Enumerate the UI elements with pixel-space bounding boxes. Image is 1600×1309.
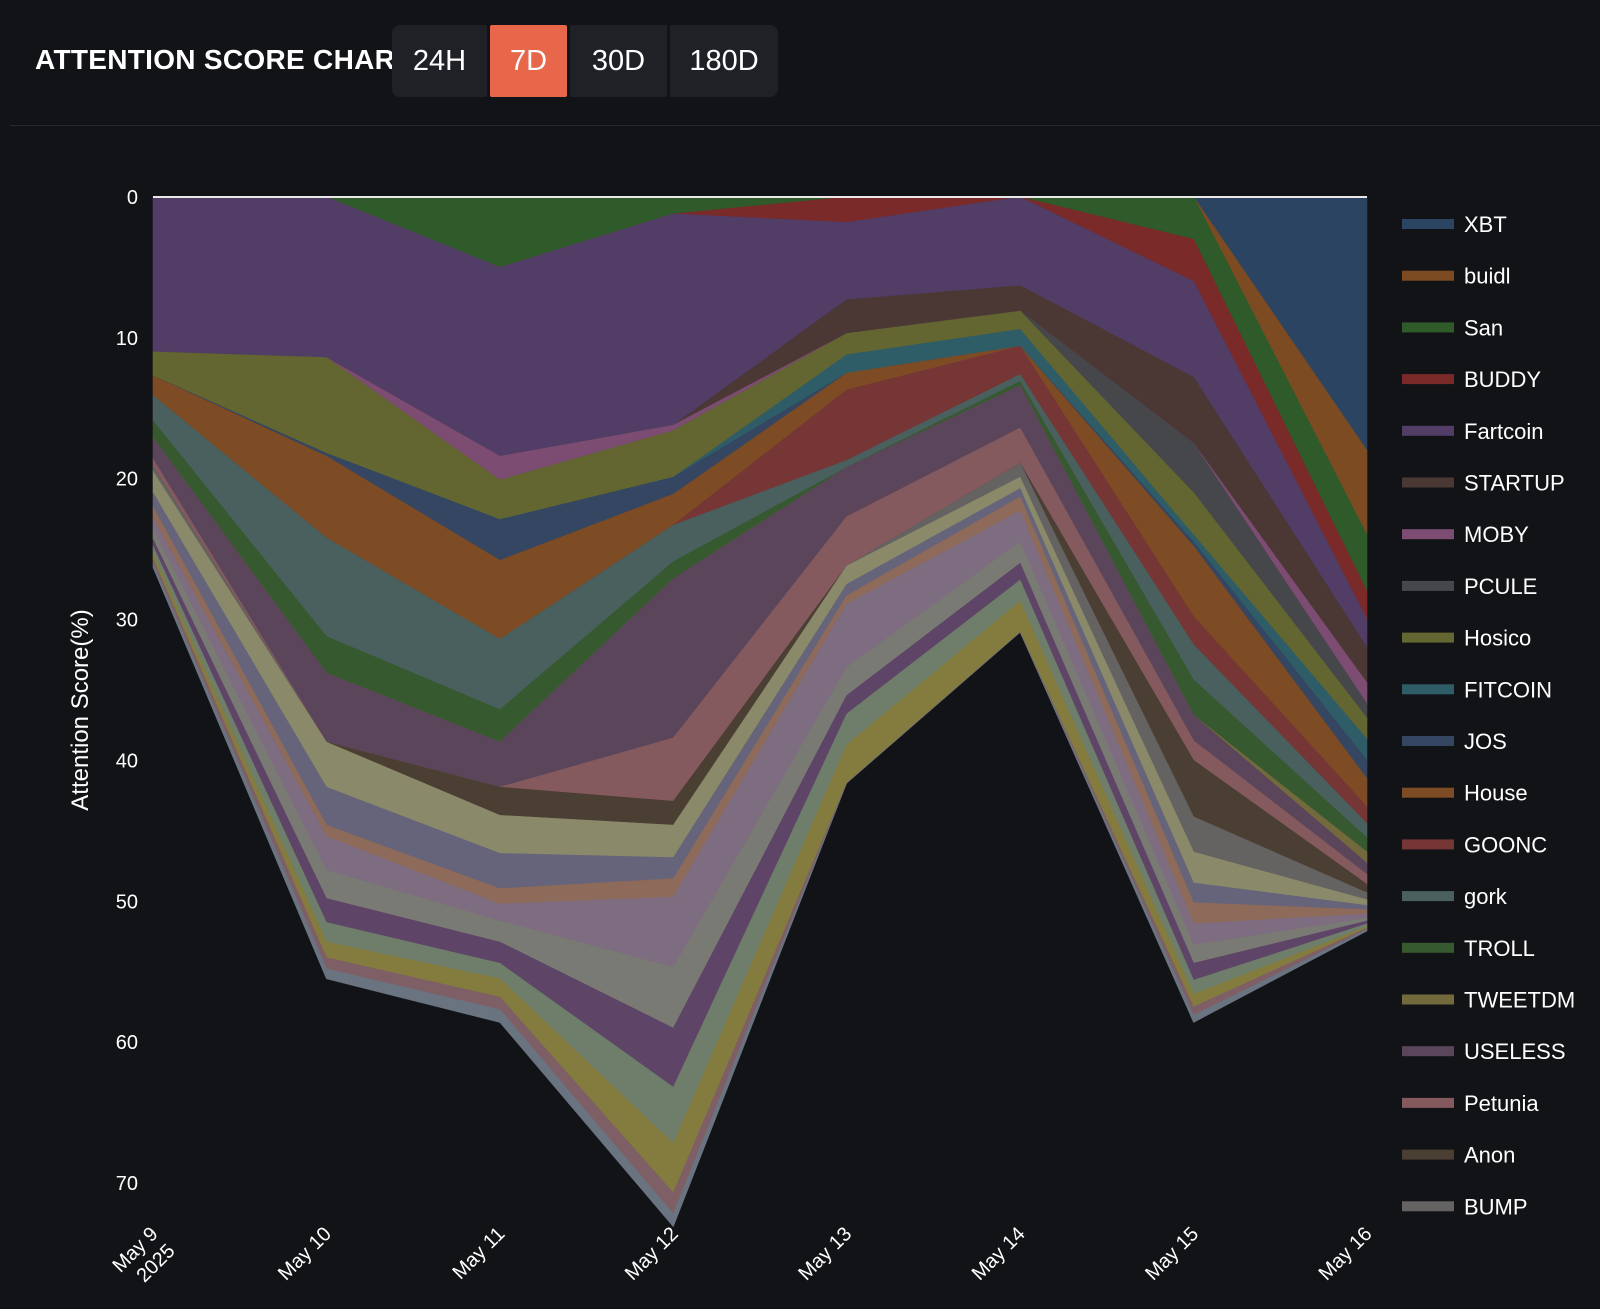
- x-tick-label: May 16: [1315, 1223, 1377, 1285]
- legend-swatch: [1402, 891, 1454, 902]
- x-tick-label: May 13: [794, 1223, 856, 1285]
- x-tick-label: May 92025: [108, 1223, 179, 1294]
- legend: XBT buidl San BUDDY Fartcoin STARTUP MOBY PCULE…: [1402, 212, 1575, 1219]
- legend-swatch: [1402, 839, 1454, 850]
- y-tick-label: 20: [116, 469, 138, 491]
- legend-swatch: [1402, 425, 1454, 436]
- legend-swatch: [1402, 1046, 1454, 1057]
- x-tick-label: May 11: [449, 1223, 510, 1284]
- area-series-group: [152, 196, 1368, 1228]
- legend-swatch: [1402, 684, 1454, 695]
- legend-swatch: [1402, 632, 1454, 643]
- y-tick-label: 30: [116, 610, 138, 632]
- legend-label-buddy: BUDDY: [1464, 367, 1541, 392]
- timeframe-tabs: 24H 7D 30D 180D: [392, 25, 778, 97]
- tab-24h[interactable]: 24H: [392, 25, 487, 97]
- tab-30d[interactable]: 30D: [570, 25, 667, 97]
- legend-label-jos: JOS: [1464, 729, 1507, 754]
- legend-swatch: [1402, 322, 1454, 333]
- y-tick-label: 70: [116, 1173, 138, 1195]
- legend-swatch: [1402, 994, 1454, 1005]
- y-tick-label: 0: [127, 187, 138, 209]
- y-tick-label: 60: [116, 1032, 138, 1054]
- legend-label-fitcoin: FITCOIN: [1464, 677, 1552, 702]
- legend-swatch: [1402, 1201, 1454, 1212]
- legend-label-goonc: GOONC: [1464, 832, 1547, 857]
- x-tick-label: May 10: [274, 1223, 336, 1285]
- legend-swatch: [1402, 580, 1454, 591]
- legend-label-gork: gork: [1464, 884, 1508, 909]
- tab-180d[interactable]: 180D: [670, 25, 778, 97]
- legend-label-petunia: Petunia: [1464, 1091, 1539, 1116]
- legend-label-pcule: PCULE: [1464, 574, 1537, 599]
- legend-label-fartcoin: Fartcoin: [1464, 419, 1543, 444]
- legend-swatch: [1402, 219, 1454, 229]
- y-axis-label: Attention Score(%): [67, 609, 94, 810]
- chart-header: ATTENTION SCORE CHART 24H 7D 30D 180D: [10, 0, 1600, 126]
- legend-swatch: [1402, 477, 1454, 488]
- legend-swatch: [1402, 1149, 1454, 1160]
- y-tick-label: 40: [116, 750, 138, 772]
- x-tick-label: May 12: [621, 1223, 683, 1285]
- legend-label-tweetdm: TWEETDM: [1464, 988, 1575, 1013]
- legend-label-bump: BUMP: [1464, 1194, 1528, 1219]
- tab-7d[interactable]: 7D: [490, 25, 567, 97]
- legend-swatch: [1402, 529, 1454, 540]
- y-tick-label: 10: [116, 328, 138, 350]
- legend-label-moby: MOBY: [1464, 522, 1529, 547]
- legend-label-xbt: XBT: [1464, 212, 1507, 237]
- legend-label-san: San: [1464, 315, 1503, 340]
- x-tick-label: May 14: [968, 1223, 1030, 1285]
- legend-label-buidl: buidl: [1464, 264, 1510, 289]
- legend-swatch: [1402, 942, 1454, 953]
- x-tick-label: May 15: [1141, 1223, 1203, 1285]
- legend-label-startup: STARTUP: [1464, 471, 1565, 496]
- legend-label-hosico: Hosico: [1464, 626, 1531, 651]
- area-series-29: [152, 563, 1368, 1228]
- y-tick-label: 50: [116, 891, 138, 913]
- legend-swatch: [1402, 787, 1454, 798]
- legend-label-troll: TROLL: [1464, 936, 1535, 961]
- legend-swatch: [1402, 736, 1454, 746]
- chart-title: ATTENTION SCORE CHART: [35, 44, 413, 75]
- legend-label-useless: USELESS: [1464, 1039, 1566, 1064]
- legend-swatch: [1402, 374, 1454, 385]
- legend-swatch: [1402, 1097, 1454, 1108]
- legend-label-anon: Anon: [1464, 1143, 1515, 1168]
- legend-label-house: House: [1464, 781, 1528, 806]
- legend-swatch: [1402, 270, 1454, 281]
